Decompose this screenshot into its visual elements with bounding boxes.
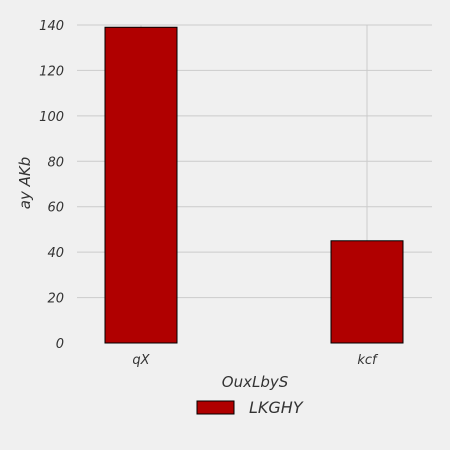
x-axis-label: OuxLbyS	[222, 373, 289, 391]
y-tick-label: 120	[39, 64, 64, 79]
x-tick-label: kcf	[357, 353, 379, 368]
y-tick-label: 40	[47, 246, 64, 261]
bar-qX	[104, 26, 178, 344]
y-tick-label: 140	[39, 19, 64, 34]
y-tick-label: 20	[47, 292, 64, 307]
legend: LKGHY	[196, 398, 304, 417]
bar-kcf	[330, 240, 404, 344]
y-tick-label: 80	[47, 155, 64, 170]
legend-swatch	[196, 400, 235, 415]
y-tick-label: 100	[39, 110, 64, 125]
bars	[104, 26, 404, 344]
x-tick-label: qX	[132, 353, 150, 368]
y-axis-label: ay AKb	[16, 157, 34, 209]
y-tick-label: 0	[56, 337, 64, 352]
y-tick-label: 60	[47, 201, 64, 216]
y-tick-labels: 0 20 40 60 80 100 120 140	[39, 19, 64, 352]
legend-label: LKGHY	[249, 398, 304, 417]
x-tick-labels: qX kcf	[132, 353, 379, 368]
